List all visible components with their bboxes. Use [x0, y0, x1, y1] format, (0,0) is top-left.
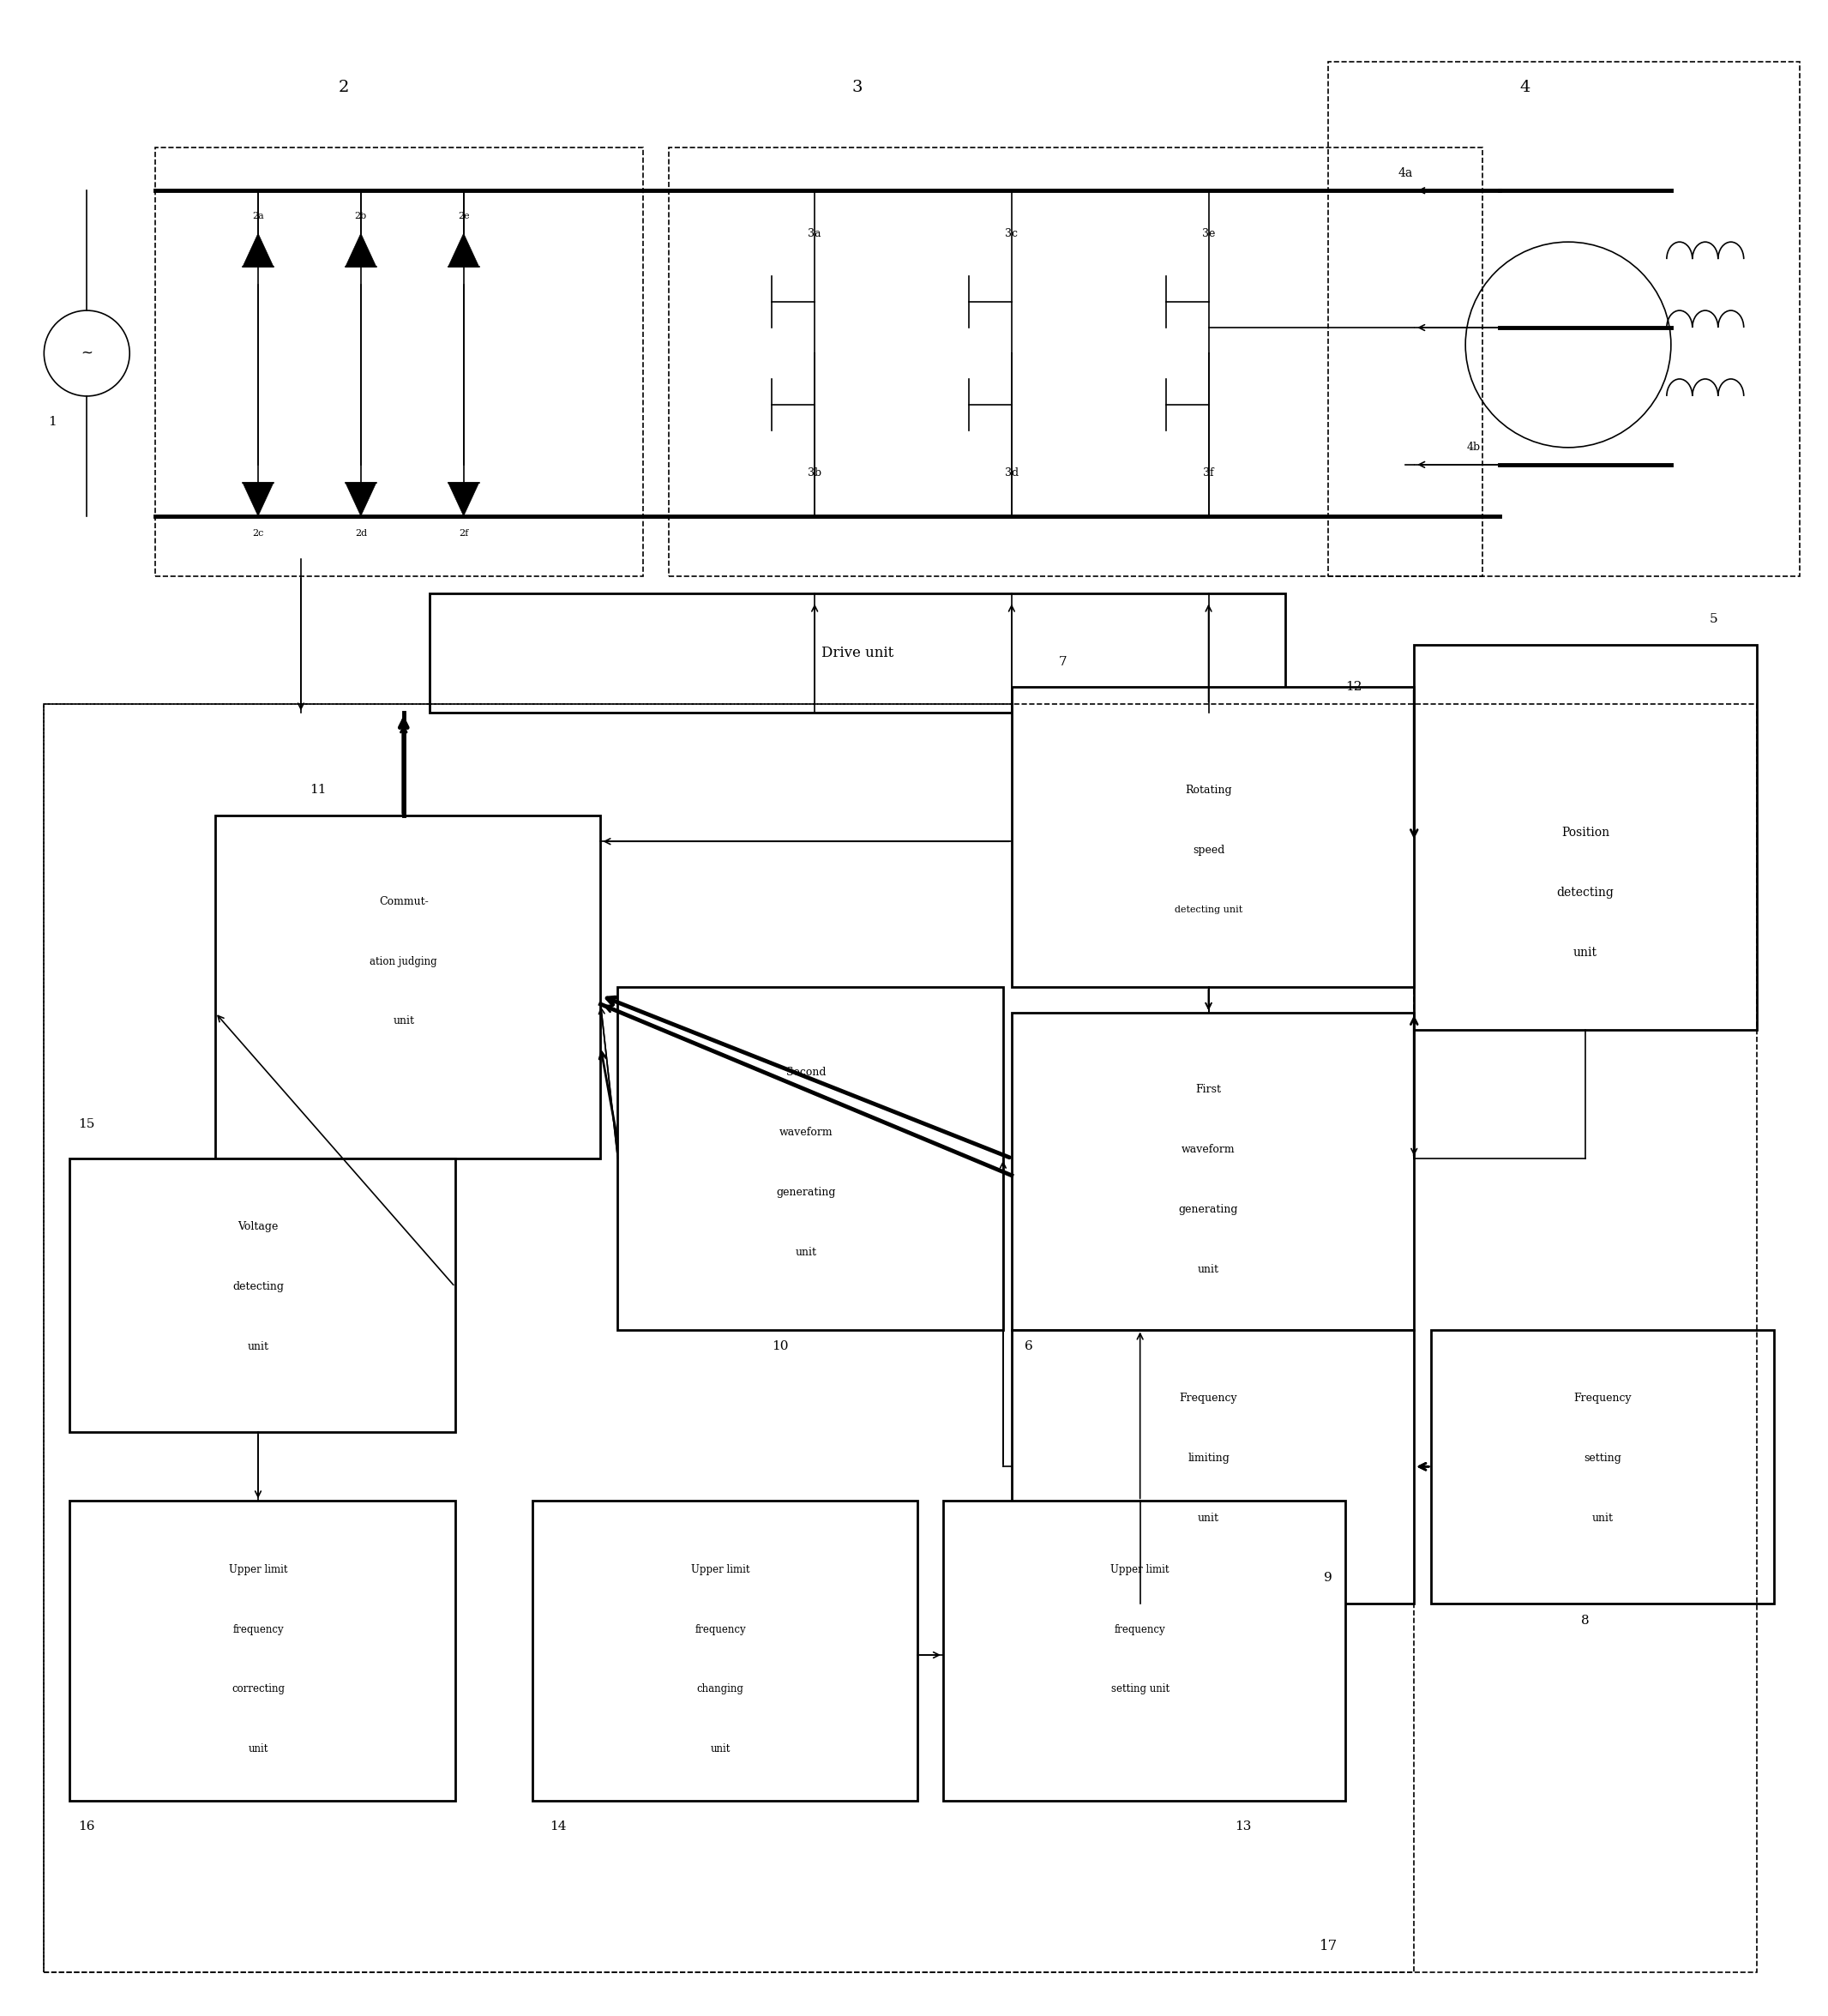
Bar — [1011, 1331, 1415, 1603]
Text: 3a: 3a — [808, 228, 821, 240]
Text: unit: unit — [393, 1016, 415, 1026]
Bar — [430, 593, 1285, 714]
Bar — [1415, 645, 1757, 1030]
Text: unit: unit — [1197, 1264, 1219, 1276]
Text: Frequency: Frequency — [1574, 1393, 1631, 1403]
Bar — [1329, 62, 1799, 577]
Text: frequency: frequency — [232, 1623, 283, 1635]
Text: 10: 10 — [771, 1341, 788, 1353]
Polygon shape — [345, 234, 377, 266]
Bar — [1431, 1331, 1773, 1603]
Bar — [155, 147, 643, 577]
Text: Voltage: Voltage — [238, 1222, 278, 1232]
Text: generating: generating — [1179, 1204, 1238, 1216]
Text: 3f: 3f — [1203, 468, 1214, 478]
Text: 2f: 2f — [459, 528, 468, 538]
Text: 6: 6 — [1024, 1341, 1033, 1353]
Text: Drive unit: Drive unit — [821, 645, 894, 661]
Bar — [44, 704, 1757, 1972]
Text: Frequency: Frequency — [1179, 1393, 1238, 1403]
Text: 4: 4 — [1521, 81, 1530, 95]
Text: 5: 5 — [1709, 613, 1718, 625]
Text: 2: 2 — [338, 81, 349, 95]
Text: 11: 11 — [309, 784, 327, 796]
Bar — [1011, 1012, 1415, 1331]
Text: 7: 7 — [1058, 655, 1068, 667]
Text: limiting: limiting — [1188, 1452, 1230, 1464]
Bar — [216, 816, 601, 1159]
Text: ~: ~ — [80, 345, 93, 361]
Text: unit: unit — [249, 1744, 269, 1754]
Text: unit: unit — [247, 1341, 269, 1353]
Text: 2c: 2c — [252, 528, 263, 538]
Text: unit: unit — [711, 1744, 731, 1754]
Text: 2d: 2d — [355, 528, 367, 538]
Polygon shape — [345, 482, 377, 516]
Text: waveform: waveform — [1181, 1145, 1236, 1155]
Text: First: First — [1196, 1085, 1221, 1095]
Text: detecting unit: detecting unit — [1175, 905, 1243, 913]
Text: 15: 15 — [79, 1119, 95, 1131]
Text: ation judging: ation judging — [369, 956, 437, 968]
Text: 3: 3 — [852, 81, 863, 95]
Bar — [44, 704, 1415, 1972]
Text: unit: unit — [1574, 948, 1598, 960]
Text: 17: 17 — [1320, 1939, 1338, 1954]
Text: Upper limit: Upper limit — [228, 1564, 287, 1574]
Polygon shape — [448, 234, 479, 266]
Text: 3b: 3b — [808, 468, 821, 478]
Text: 3c: 3c — [1005, 228, 1018, 240]
Text: 12: 12 — [1345, 681, 1362, 694]
Polygon shape — [448, 482, 479, 516]
Bar — [69, 1500, 455, 1800]
Text: Upper limit: Upper limit — [1111, 1564, 1170, 1574]
Text: 2a: 2a — [252, 212, 263, 220]
Text: detecting: detecting — [232, 1282, 283, 1292]
Text: 1: 1 — [48, 415, 57, 427]
Text: frequency: frequency — [695, 1623, 746, 1635]
Text: Upper limit: Upper limit — [691, 1564, 749, 1574]
Text: waveform: waveform — [779, 1127, 834, 1139]
Text: speed: speed — [1192, 845, 1225, 855]
Text: Commut-: Commut- — [378, 895, 428, 907]
Bar — [1011, 687, 1415, 988]
Text: frequency: frequency — [1115, 1623, 1166, 1635]
Text: detecting: detecting — [1557, 887, 1614, 899]
Text: 14: 14 — [550, 1820, 567, 1833]
Text: changing: changing — [696, 1683, 744, 1695]
Text: 2e: 2e — [457, 212, 470, 220]
Text: 4b: 4b — [1468, 442, 1481, 454]
Text: 3d: 3d — [1005, 468, 1018, 478]
Text: 2b: 2b — [355, 212, 367, 220]
Text: 16: 16 — [79, 1820, 95, 1833]
Text: generating: generating — [777, 1187, 835, 1198]
Polygon shape — [243, 482, 274, 516]
Text: 4a: 4a — [1398, 167, 1413, 179]
Text: Second: Second — [786, 1066, 826, 1079]
Text: setting unit: setting unit — [1111, 1683, 1170, 1695]
Text: unit: unit — [1197, 1512, 1219, 1524]
Text: Position: Position — [1561, 827, 1609, 839]
Text: 8: 8 — [1581, 1615, 1590, 1627]
Bar — [69, 1159, 455, 1431]
Text: 3e: 3e — [1203, 228, 1216, 240]
Text: 13: 13 — [1234, 1820, 1250, 1833]
Text: correcting: correcting — [232, 1683, 285, 1695]
Text: 9: 9 — [1323, 1572, 1333, 1585]
Text: setting: setting — [1583, 1452, 1621, 1464]
Polygon shape — [243, 234, 274, 266]
Text: unit: unit — [795, 1248, 817, 1258]
Bar — [532, 1500, 918, 1800]
Bar — [669, 147, 1483, 577]
Text: Rotating: Rotating — [1185, 784, 1232, 796]
Text: unit: unit — [1592, 1512, 1612, 1524]
Bar — [618, 988, 1004, 1331]
Bar — [943, 1500, 1345, 1800]
